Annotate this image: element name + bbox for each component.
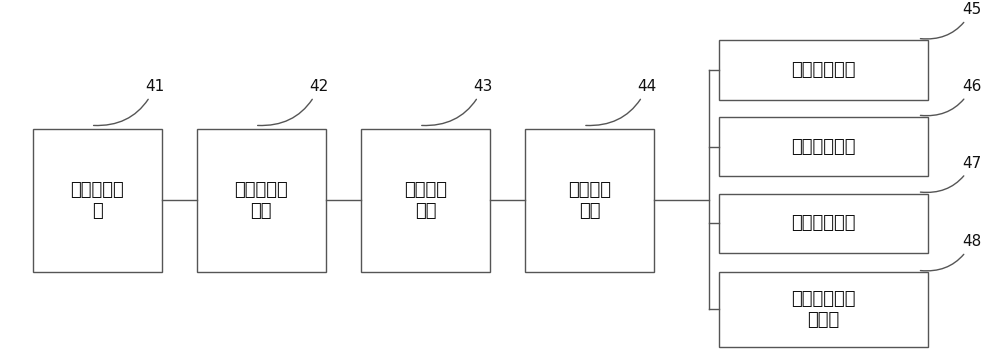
Bar (525, 129, 654, 272)
Text: 接入管理模
块: 接入管理模 块 (70, 181, 124, 220)
Text: 数据归一化
模块: 数据归一化 模块 (234, 181, 288, 220)
Text: 查询功能模块: 查询功能模块 (791, 61, 855, 79)
Text: 43: 43 (422, 79, 493, 126)
Text: 报警功能模块: 报警功能模块 (791, 138, 855, 156)
Bar (197, 129, 326, 272)
Bar (33, 129, 162, 272)
Text: 46: 46 (920, 79, 982, 116)
Bar (719, 40, 928, 100)
Bar (719, 117, 928, 176)
Text: 报表功能模块: 报表功能模块 (791, 214, 855, 232)
Bar (719, 194, 928, 253)
Text: 42: 42 (258, 79, 329, 126)
Text: 数据存储
模块: 数据存储 模块 (404, 181, 447, 220)
Text: 数据处理
模块: 数据处理 模块 (568, 181, 611, 220)
Text: 45: 45 (920, 3, 982, 39)
Bar (719, 272, 928, 347)
Text: 大数据分析功
能模块: 大数据分析功 能模块 (791, 290, 855, 329)
Bar (361, 129, 490, 272)
Text: 44: 44 (586, 79, 657, 126)
Text: 41: 41 (94, 79, 165, 126)
Text: 48: 48 (920, 234, 982, 271)
Text: 47: 47 (920, 156, 982, 193)
